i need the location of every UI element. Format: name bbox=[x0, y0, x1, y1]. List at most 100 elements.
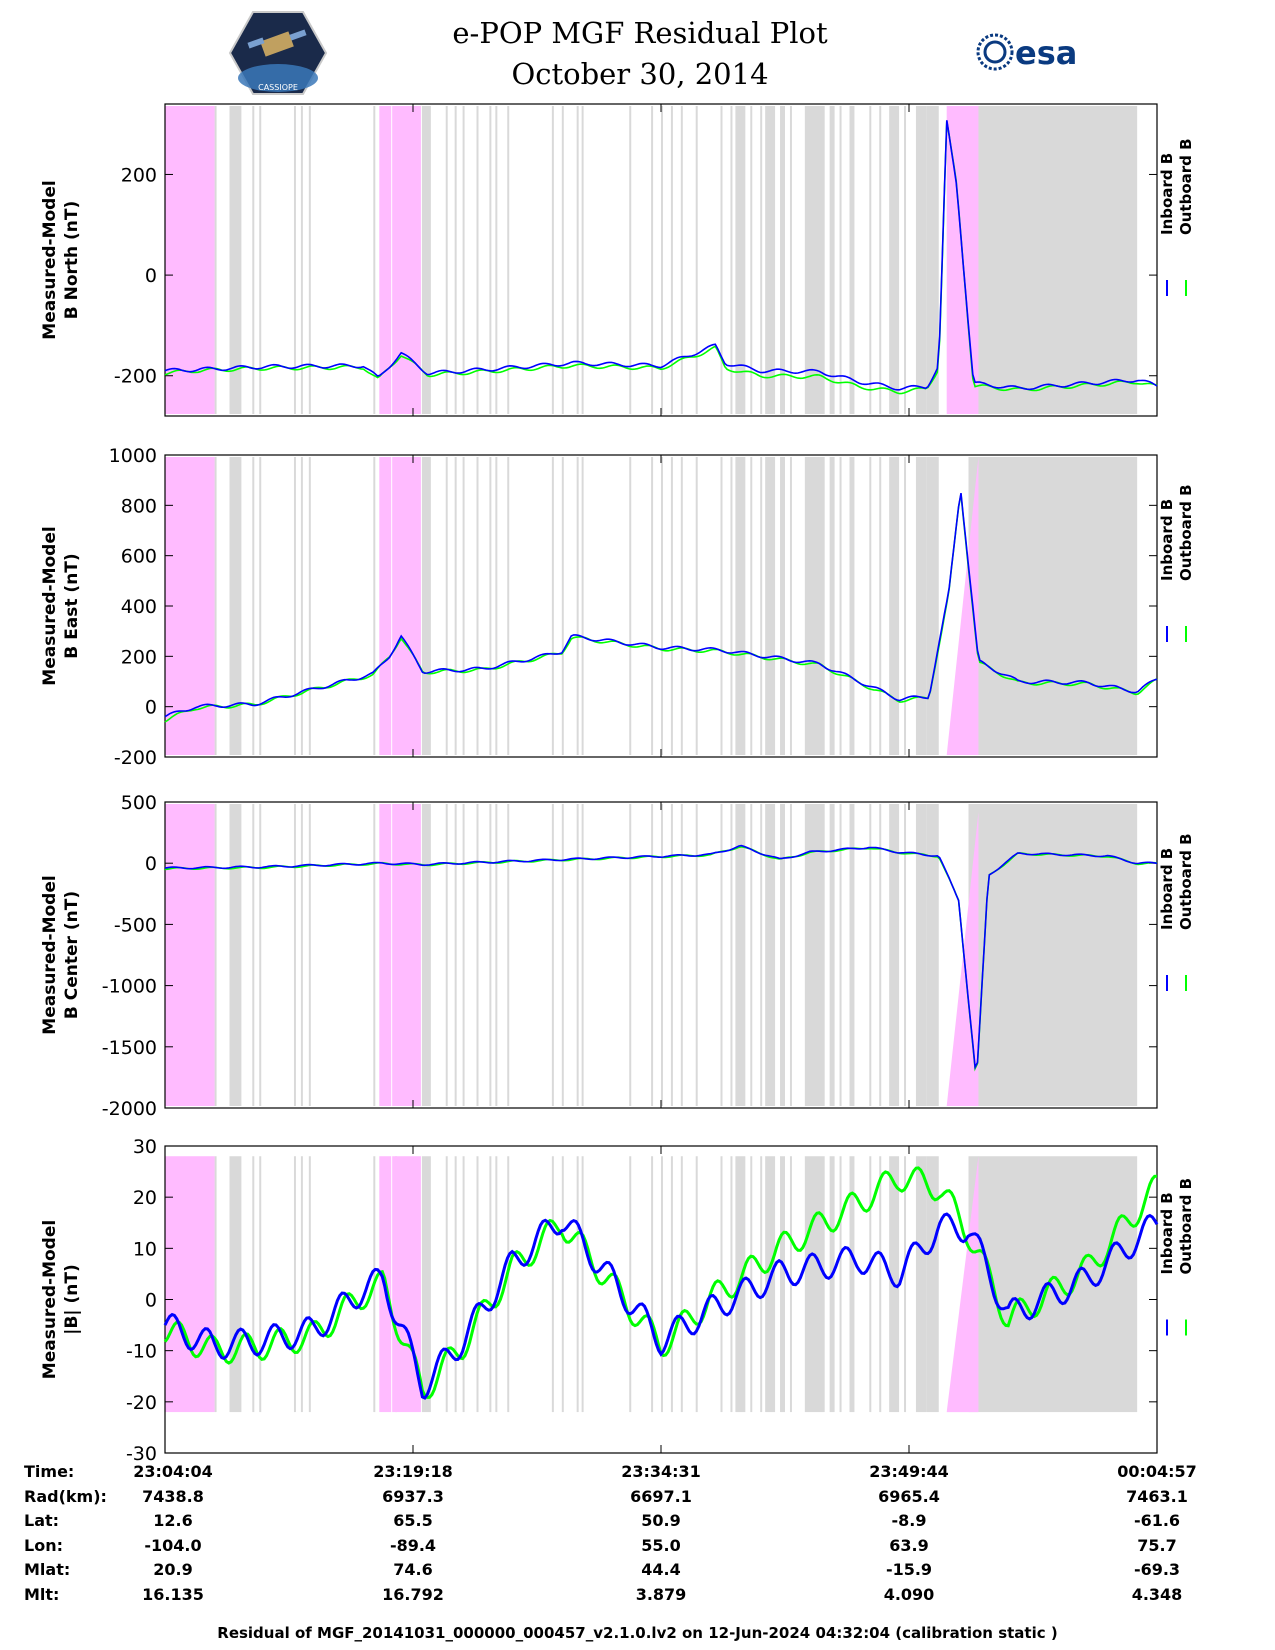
data-gap-band bbox=[561, 106, 564, 414]
flag-band bbox=[946, 1156, 979, 1413]
y-tick-label: -20 bbox=[126, 1392, 157, 1414]
y-tick-label: -2000 bbox=[102, 1098, 157, 1120]
data-gap-band bbox=[629, 1156, 632, 1413]
data-gap-band bbox=[495, 804, 498, 1106]
data-gap-band bbox=[926, 106, 939, 414]
svg-text:CASSIOPE: CASSIOPE bbox=[258, 83, 298, 92]
panel-b-north: -200 0 200 Measured-Model B North (nT) Inboar… bbox=[40, 103, 1195, 417]
data-gap-band bbox=[926, 1156, 939, 1413]
data-gap-band bbox=[720, 804, 723, 1106]
data-gap-band bbox=[680, 1156, 683, 1413]
info-value: -69.3 bbox=[1133, 1560, 1181, 1579]
data-gap-band bbox=[561, 457, 564, 755]
panel-b-center: -2000 -1500 -1000 -500 0 500 Measured-Model B C… bbox=[40, 792, 1195, 1120]
legend-entry: Inboard B bbox=[1158, 499, 1176, 581]
data-gap-band bbox=[670, 804, 673, 1106]
data-gap-band bbox=[561, 804, 564, 1106]
data-gap-band bbox=[229, 1156, 242, 1413]
info-value: 23:19:18 bbox=[373, 1462, 453, 1481]
info-row-label: Rad(km): bbox=[24, 1486, 107, 1506]
data-gap-band bbox=[454, 457, 457, 755]
data-gap-band bbox=[869, 106, 872, 414]
data-gap-band bbox=[445, 1156, 448, 1413]
data-gap-band bbox=[214, 804, 217, 1106]
data-gap-band bbox=[839, 1156, 842, 1413]
plot-title: e-POP MGF Residual Plot bbox=[452, 16, 828, 50]
data-gap-band bbox=[259, 457, 262, 755]
info-value: 7438.8 bbox=[142, 1486, 204, 1506]
info-row-lon: Lon: -104.0 -89.4 55.0 63.9 75.7 bbox=[0, 1536, 1275, 1560]
data-gap-band bbox=[720, 457, 723, 755]
data-gap-band bbox=[445, 457, 448, 755]
data-gap-band bbox=[308, 106, 311, 414]
data-gap-band bbox=[373, 457, 376, 755]
data-gap-band bbox=[680, 457, 683, 755]
data-gap-band bbox=[735, 804, 746, 1106]
data-gap-band bbox=[889, 804, 900, 1106]
info-row-rad: Rad(km): 7438.8 6937.3 6697.1 6965.4 7463.1 bbox=[0, 1487, 1275, 1511]
flag-band bbox=[165, 457, 215, 755]
info-value: 23:04:04 bbox=[133, 1462, 213, 1481]
data-gap-band bbox=[293, 1156, 296, 1413]
flag-band bbox=[165, 1156, 215, 1413]
data-gap-band bbox=[421, 457, 431, 755]
data-gap-band bbox=[651, 804, 654, 1106]
data-gap-band bbox=[507, 457, 510, 755]
info-value: 6965.4 bbox=[878, 1486, 940, 1506]
data-gap-band bbox=[780, 457, 785, 755]
panel-b-east: -200 0 200 400 600 800 1000 Measured-Model B Eas… bbox=[40, 445, 1195, 769]
data-gap-band bbox=[259, 804, 262, 1106]
data-gap-band bbox=[730, 106, 733, 414]
data-gap-band bbox=[765, 106, 776, 414]
data-gap-band bbox=[760, 1156, 763, 1413]
data-gap-band bbox=[849, 106, 855, 414]
info-value: 75.7 bbox=[1137, 1535, 1177, 1555]
y-tick-label: 0 bbox=[145, 853, 157, 875]
data-gap-band bbox=[760, 457, 763, 755]
y-tick-label: 400 bbox=[121, 596, 157, 618]
info-value: 55.0 bbox=[641, 1535, 681, 1555]
flag-band bbox=[392, 457, 421, 755]
data-gap-band bbox=[869, 804, 872, 1106]
y-tick-label: -500 bbox=[114, 914, 157, 936]
data-gap-band bbox=[926, 804, 939, 1106]
data-gap-band bbox=[661, 1156, 663, 1413]
flag-band bbox=[392, 804, 421, 1106]
data-gap-band bbox=[214, 106, 217, 414]
data-gap-band bbox=[904, 106, 907, 414]
info-value: 23:49:44 bbox=[869, 1462, 949, 1481]
data-gap-band bbox=[373, 106, 376, 414]
y-tick-label: 200 bbox=[121, 164, 157, 186]
data-gap-band bbox=[730, 1156, 733, 1413]
y-axis-label: B East (nT) bbox=[62, 553, 82, 658]
data-gap-band bbox=[551, 106, 554, 414]
info-value: 16.792 bbox=[382, 1584, 444, 1604]
info-row-label: Lon: bbox=[24, 1535, 63, 1555]
data-gap-band bbox=[454, 804, 457, 1106]
data-gap-band bbox=[581, 457, 584, 755]
info-value: -15.9 bbox=[885, 1560, 933, 1579]
info-value: -8.9 bbox=[891, 1511, 927, 1530]
info-value: 50.9 bbox=[641, 1511, 681, 1530]
data-gap-band bbox=[804, 1156, 825, 1413]
data-gap-band bbox=[879, 1156, 882, 1413]
data-gap-band bbox=[849, 1156, 855, 1413]
info-value: -61.6 bbox=[1133, 1511, 1181, 1530]
legend-entry: Outboard B bbox=[1177, 484, 1195, 581]
y-tick-label: -200 bbox=[114, 366, 157, 388]
data-gap-band bbox=[750, 457, 753, 755]
orbit-info-table: Time: 23:04:04 23:19:18 23:34:31 23:49:44 00:… bbox=[0, 1462, 1275, 1612]
flag-band bbox=[379, 457, 392, 755]
data-gap-band bbox=[839, 804, 842, 1106]
info-row-time: Time: 23:04:04 23:19:18 23:34:31 23:49:44 00:… bbox=[0, 1462, 1275, 1486]
data-gap-band bbox=[750, 804, 753, 1106]
data-gap-band bbox=[780, 106, 785, 414]
data-gap-band bbox=[695, 1156, 698, 1413]
data-gap-band bbox=[576, 457, 579, 755]
data-gap-band bbox=[581, 106, 584, 414]
info-row-label: Mlat: bbox=[24, 1560, 71, 1579]
data-gap-band bbox=[889, 457, 900, 755]
flag-band bbox=[379, 804, 392, 1106]
data-gap-band bbox=[421, 106, 431, 414]
